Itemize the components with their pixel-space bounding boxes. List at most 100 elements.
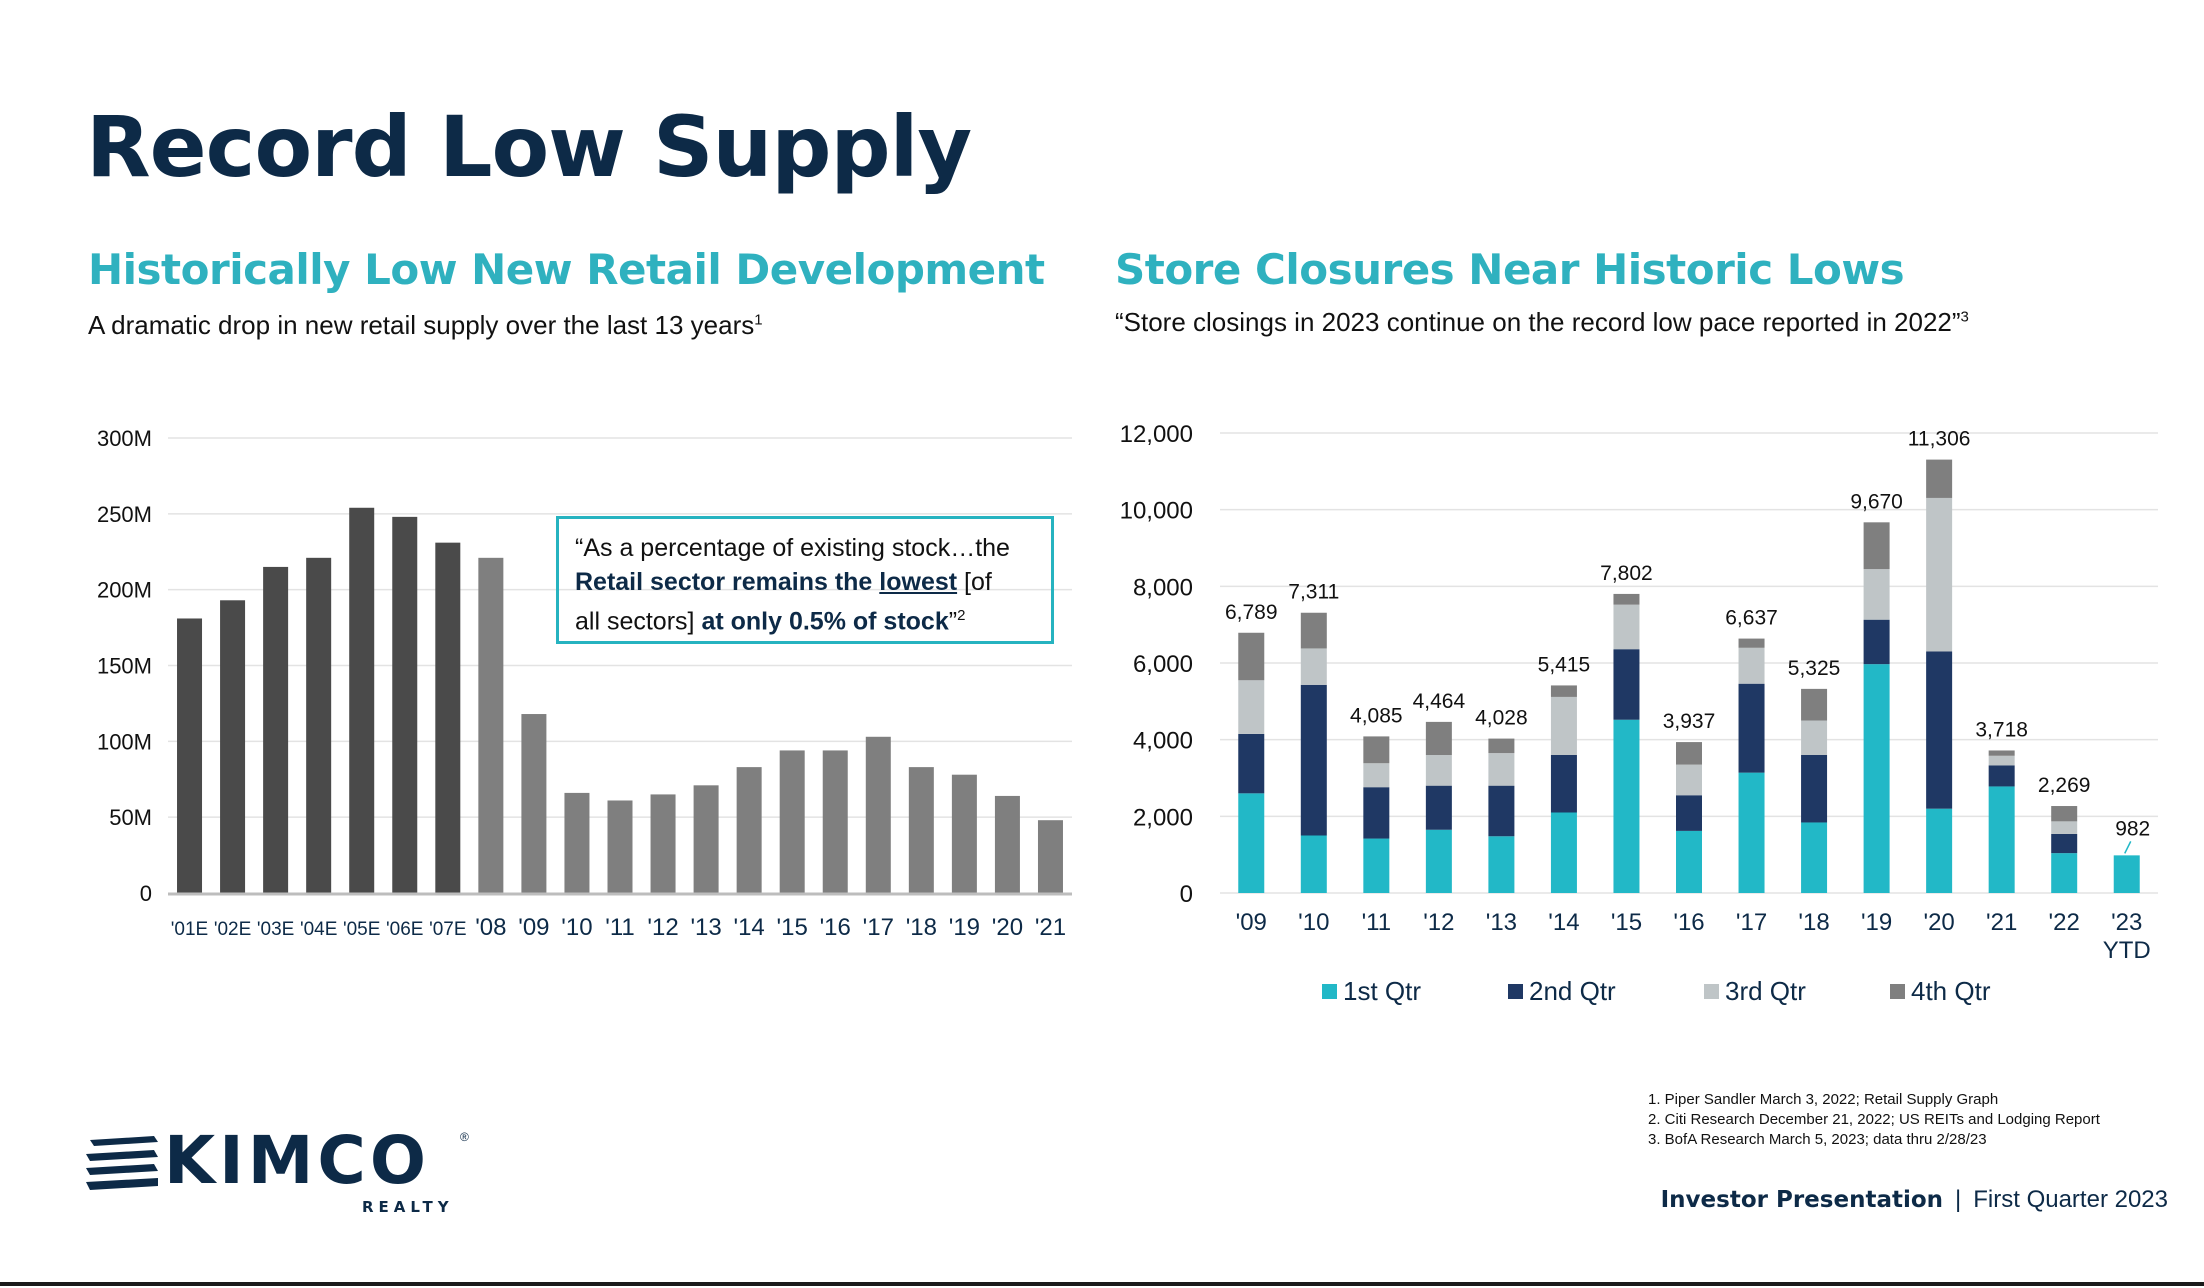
legend-item-q3: 3rd Qtr xyxy=(1704,976,1890,1007)
legend-item-q1: 1st Qtr xyxy=(1322,976,1508,1007)
closure-bar-q2 xyxy=(1488,785,1515,837)
total-label: 6,789 xyxy=(1225,601,1278,624)
total-label: 5,325 xyxy=(1788,657,1841,680)
closure-bar-q1 xyxy=(1488,836,1515,893)
left-subtitle-text: A dramatic drop in new retail supply ove… xyxy=(88,310,755,340)
x-tick-label: '13 xyxy=(690,914,721,941)
supply-bar xyxy=(263,566,289,893)
supply-bar xyxy=(951,774,977,893)
total-label: 4,085 xyxy=(1350,704,1403,727)
closure-bar-q1 xyxy=(2113,855,2140,893)
closure-bar-q3 xyxy=(1863,569,1890,620)
closure-bar-q4 xyxy=(2051,806,2078,822)
legend-swatch-q2 xyxy=(1508,984,1523,999)
total-label: 7,802 xyxy=(1600,562,1653,585)
y-tick-label: 200M xyxy=(97,578,152,603)
legend-swatch-q1 xyxy=(1322,984,1337,999)
closure-bar-q4 xyxy=(1488,738,1515,754)
x-tick-label: '20 xyxy=(992,914,1023,941)
store-closures-chart: 0 2,000 4,000 6,000 8,000 10,000 12,000 6,789 '0… xyxy=(1120,421,2158,964)
y-tick-label: 0 xyxy=(1180,881,1193,908)
closure-bar-q3 xyxy=(1550,696,1577,755)
x-tick-label: '06E xyxy=(386,919,423,940)
supply-bar xyxy=(435,542,461,893)
closure-bar-q3 xyxy=(2051,821,2078,834)
closure-bar-q3 xyxy=(1926,497,1953,652)
y-tick-label: 4,000 xyxy=(1133,728,1193,755)
total-label: 9,670 xyxy=(1850,490,1903,513)
supply-bar xyxy=(693,785,719,893)
closure-bar-q2 xyxy=(2051,833,2078,854)
closure-bar-q1 xyxy=(2051,853,2078,893)
x-tick-label: '09 xyxy=(1236,909,1267,936)
x-tick-label: '04E xyxy=(300,919,337,940)
quote-underlined: lowest xyxy=(879,568,958,596)
right-panel-subtitle: “Store closings in 2023 continue on the … xyxy=(1115,307,1969,338)
logo-wordmark: KIMCO xyxy=(164,1122,430,1199)
closure-bar-q2 xyxy=(1738,683,1765,773)
supply-bar xyxy=(392,516,418,893)
supply-bar xyxy=(736,767,762,893)
closure-bar-q4 xyxy=(1738,638,1765,648)
x-tick-label: '16 xyxy=(1673,909,1704,936)
legend-label-q4: 4th Qtr xyxy=(1911,976,1991,1006)
quote-end: ” xyxy=(948,607,958,636)
closure-bar-q3 xyxy=(1488,753,1515,786)
x-tick-label: '19 xyxy=(1861,909,1892,936)
closure-bar-q4 xyxy=(1988,750,2015,756)
footer-presentation: Investor Presentation | First Quarter 20… xyxy=(1661,1186,2168,1214)
x-tick-label: '23 xyxy=(2111,909,2142,936)
x-tick-label: '15 xyxy=(1611,909,1642,936)
total-label: 6,637 xyxy=(1725,607,1778,630)
logo-stripes-icon xyxy=(86,1136,158,1190)
logo-subtitle: REALTY xyxy=(362,1198,454,1216)
x-tick-label: '17 xyxy=(863,914,894,941)
closure-bar-q1 xyxy=(1738,772,1765,893)
x-tick-label: '03E xyxy=(257,919,294,940)
x-tick-label: '09 xyxy=(518,914,549,941)
closure-bar-q3 xyxy=(1613,604,1640,650)
right-subtitle-text: “Store closings in 2023 continue on the … xyxy=(1115,307,1961,337)
closure-bar-q4 xyxy=(1613,593,1640,605)
y-tick-label: 150M xyxy=(97,654,152,679)
closure-bar-q4 xyxy=(1425,721,1452,755)
quote-line3-start: all sectors] xyxy=(575,607,695,636)
retail-supply-chart: 0 50M 100M 150M 200M 250M 300M '01E '02E '03E '04E… xyxy=(97,426,1072,941)
closure-bar-q1 xyxy=(1613,719,1640,893)
x-tick-label-sub: YTD xyxy=(2103,937,2151,964)
closure-bar-q3 xyxy=(1988,755,2015,766)
closure-bar-q3 xyxy=(1238,680,1265,734)
closure-bar-q3 xyxy=(1738,647,1765,684)
y-tick-label: 12,000 xyxy=(1120,421,1193,448)
x-tick-label: '13 xyxy=(1486,909,1517,936)
y-tick-label: 50M xyxy=(109,805,152,830)
y-tick-label: 6,000 xyxy=(1133,651,1193,678)
left-panel-heading: Historically Low New Retail Development xyxy=(88,245,1045,294)
total-label: 7,311 xyxy=(1288,581,1339,604)
closure-bar-q1 xyxy=(1425,829,1452,893)
closure-bar-q2 xyxy=(1613,649,1640,720)
closure-bar-q4 xyxy=(1676,742,1702,765)
supply-bar xyxy=(607,800,633,893)
closure-bar-q1 xyxy=(1988,786,2015,893)
legend-label-q2: 2nd Qtr xyxy=(1529,976,1616,1006)
right-subtitle-ref: 3 xyxy=(1960,308,1969,326)
total-leader-line xyxy=(2124,841,2132,854)
closure-bar-q2 xyxy=(1425,785,1452,830)
closure-bar-q4 xyxy=(1801,688,1828,721)
supply-bar xyxy=(1037,820,1063,893)
y-tick-label: 300M xyxy=(97,426,152,451)
closure-bar-q2 xyxy=(1300,684,1327,836)
legend-item-q4: 4th Qtr xyxy=(1890,976,1990,1007)
closure-bar-q1 xyxy=(1801,822,1828,893)
supply-bar xyxy=(478,557,504,893)
x-tick-label: '15 xyxy=(777,914,808,941)
supply-bar xyxy=(779,750,805,893)
closure-bar-q2 xyxy=(1363,787,1390,839)
closure-bar-q4 xyxy=(1863,522,1890,570)
x-tick-label: '18 xyxy=(906,914,937,941)
closure-bar-q4 xyxy=(1550,685,1577,697)
total-label: 4,464 xyxy=(1413,690,1466,713)
supply-bar xyxy=(865,736,891,893)
closure-bar-q1 xyxy=(1926,808,1953,893)
